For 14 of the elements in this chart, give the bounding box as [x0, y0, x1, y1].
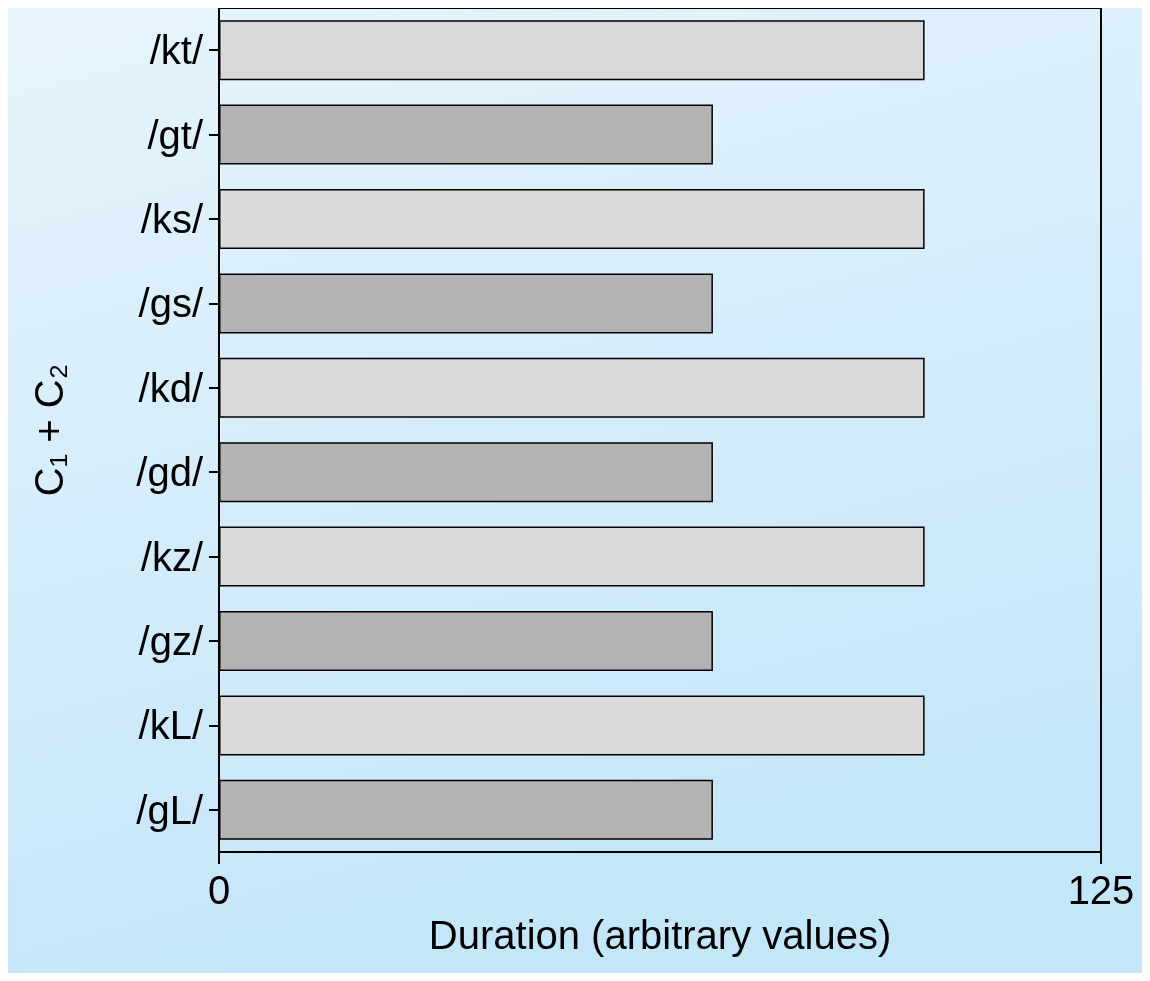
- y-tick-label: /gL/: [136, 787, 204, 832]
- y-tick-label: /kt/: [149, 28, 204, 73]
- y-tick-label: /ks/: [140, 197, 204, 241]
- x-tick-label: 125: [1067, 868, 1135, 912]
- y-tick-label: /gs/: [138, 281, 204, 326]
- y-tick-label: /kd/: [138, 365, 204, 410]
- y-tick-label: /gz/: [138, 619, 204, 663]
- y-tick-label: /kz/: [140, 534, 204, 579]
- y-tick-label: /gd/: [136, 450, 204, 495]
- y-axis-title: C₁ + C₂: [27, 363, 71, 497]
- x-axis-title: Duration (arbitrary values): [428, 912, 892, 957]
- x-tick-label: 0: [207, 868, 231, 912]
- y-tick-label: /gt/: [147, 112, 204, 157]
- y-tick-label: /kL/: [138, 703, 204, 748]
